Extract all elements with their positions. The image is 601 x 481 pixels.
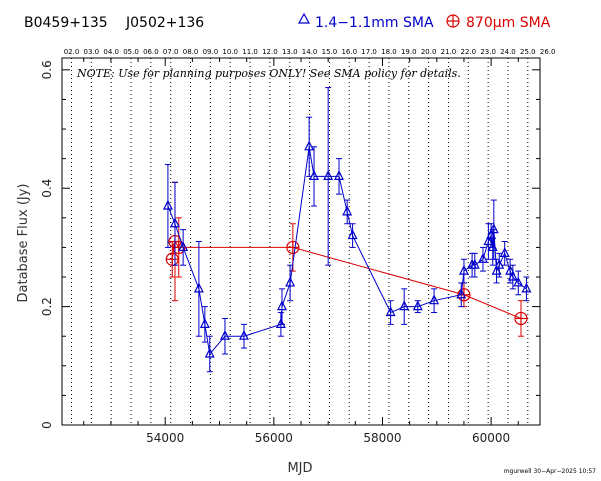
- data-point-triangle: [309, 170, 320, 180]
- year-tick-label: 07.0: [163, 48, 179, 56]
- planning-note: NOTE: Use for planning purposes ONLY! Se…: [76, 67, 461, 80]
- data-point-circle-plus: [514, 311, 528, 326]
- year-tick-label: 18.0: [381, 48, 397, 56]
- year-grid: [71, 58, 529, 425]
- plot-axes: [61, 57, 541, 426]
- year-tick-labels: 02.0 03.0 04.0 05.0 06.0 07.0 08.0 09.0 10.0 11.0…: [64, 48, 556, 56]
- data-point-triangle: [193, 282, 204, 293]
- y-tick-label: 0.2: [40, 297, 54, 316]
- data-point-triangle: [469, 258, 480, 269]
- legend-red-circle-plus-icon: [446, 14, 460, 28]
- data-point-triangle: [304, 140, 315, 151]
- data-point-triangle: [275, 318, 286, 328]
- data-point-triangle: [488, 223, 499, 234]
- data-point-triangle: [170, 217, 180, 228]
- y-tick-label: 0: [40, 421, 54, 429]
- legend-red-prefix: 870: [466, 15, 493, 31]
- year-tick-label: 14.0: [302, 48, 318, 56]
- year-tick-label: 23.0: [480, 48, 496, 56]
- year-tick-label: 08.0: [183, 48, 199, 56]
- year-tick-label: 11.0: [242, 48, 258, 56]
- data-point-triangle: [507, 270, 518, 281]
- x-tick-label: 60000: [472, 431, 510, 445]
- data-point-triangle: [505, 264, 516, 275]
- data-point-triangle: [347, 229, 358, 240]
- x-tick-label: 56000: [255, 431, 293, 445]
- data-point-triangle: [477, 252, 488, 263]
- data-point-triangle: [385, 306, 396, 317]
- data-point-triangle: [178, 241, 189, 252]
- data-point-triangle: [521, 282, 532, 293]
- year-tick-label: 05.0: [123, 48, 139, 56]
- data-point-triangle: [399, 300, 410, 311]
- axis-ticks: 54000 56000 58000 60000 0 0.2 0.4 0.6: [40, 58, 540, 445]
- data-point-triangle: [458, 264, 469, 275]
- year-tick-label: 09.0: [203, 48, 219, 56]
- year-tick-label: 22.0: [461, 48, 477, 56]
- data-point-triangle: [483, 235, 494, 246]
- x-axis-label: MJD: [287, 461, 312, 476]
- data-point-triangle: [342, 205, 353, 216]
- legend-red: 870μm SMA: [446, 14, 551, 31]
- year-tick-label: 20.0: [421, 48, 437, 56]
- legend-red-label: 870μm SMA: [466, 15, 551, 31]
- series-line: [167, 146, 527, 356]
- x-tick-label: 58000: [363, 431, 401, 445]
- data-point-triangle: [277, 300, 287, 311]
- year-tick-label: 06.0: [143, 48, 159, 56]
- data-point-triangle: [499, 246, 510, 257]
- data-point-triangle: [494, 258, 505, 269]
- y-tick-label: 0.6: [40, 60, 54, 79]
- data-point-triangle: [456, 288, 467, 299]
- source-name-j2000: J0502+136: [125, 15, 204, 31]
- legend-blue-label: 1.4−1.1mm SMA: [315, 15, 434, 31]
- year-tick-label: 04.0: [103, 48, 119, 56]
- data-point-circle-plus: [286, 240, 300, 255]
- year-tick-label: 24.0: [500, 48, 516, 56]
- data-point-triangle: [487, 241, 498, 252]
- year-tick-label: 13.0: [282, 48, 298, 56]
- source-name-b1950: B0459+135: [24, 15, 108, 31]
- plot-frame: [61, 57, 541, 426]
- year-tick-label: 15.0: [322, 48, 338, 56]
- data-point-triangle: [513, 276, 524, 287]
- year-tick-label: 02.0: [64, 48, 80, 56]
- legend-blue-triangle-icon: [297, 12, 311, 24]
- legend-blue: 1.4−1.1mm SMA: [297, 12, 434, 31]
- data-point-triangle: [491, 264, 502, 275]
- series-870um: [165, 181, 528, 337]
- year-tick-label: 21.0: [441, 48, 457, 56]
- credit-text: mgurwell 30−Apr−2025 10:57: [504, 468, 596, 475]
- year-tick-label: 16.0: [341, 48, 357, 56]
- year-tick-label: 26.0: [540, 48, 556, 56]
- y-axis-label: Database Flux (Jy): [16, 184, 31, 303]
- year-tick-label: 12.0: [262, 48, 278, 56]
- data-point-triangle: [429, 294, 440, 305]
- legend-red-mu: μ: [493, 15, 502, 31]
- year-tick-label: 03.0: [84, 48, 100, 56]
- data-point-triangle: [334, 170, 344, 180]
- series-1mm: [162, 87, 532, 373]
- data-point-triangle: [285, 276, 296, 287]
- data-point-triangle: [219, 329, 230, 340]
- year-tick-label: 25.0: [520, 48, 536, 56]
- data-point-triangle: [323, 170, 334, 180]
- legend-red-suffix: m SMA: [502, 15, 551, 31]
- data-point-triangle: [204, 347, 215, 358]
- data-point-triangle: [412, 300, 423, 311]
- x-tick-label: 54000: [146, 431, 184, 445]
- year-tick-label: 19.0: [401, 48, 417, 56]
- data-point-triangle: [199, 318, 210, 328]
- data-point-triangle: [238, 329, 249, 340]
- y-tick-label: 0.4: [40, 179, 54, 198]
- data-point-circle-plus: [165, 252, 179, 266]
- year-tick-label: 17.0: [361, 48, 377, 56]
- year-tick-label: 10.0: [222, 48, 238, 56]
- data-point-triangle: [162, 199, 173, 210]
